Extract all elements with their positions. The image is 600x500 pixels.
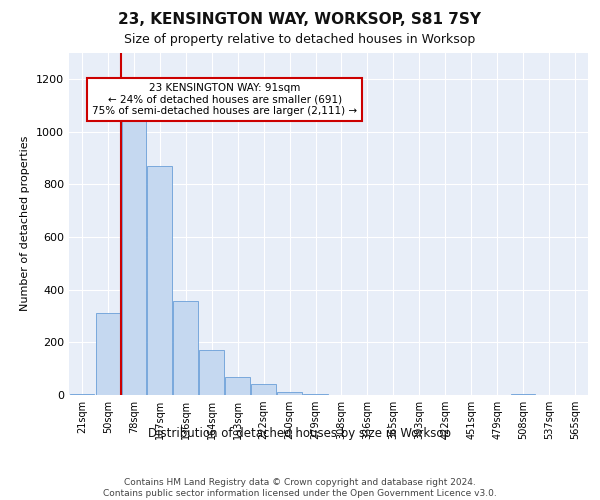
Bar xyxy=(303,394,328,395)
Text: Contains HM Land Registry data © Crown copyright and database right 2024.
Contai: Contains HM Land Registry data © Crown c… xyxy=(103,478,497,498)
Bar xyxy=(511,394,535,395)
Bar xyxy=(70,394,94,395)
Bar xyxy=(226,376,250,395)
Text: 23, KENSINGTON WAY, WORKSOP, S81 7SY: 23, KENSINGTON WAY, WORKSOP, S81 7SY xyxy=(119,12,482,28)
Y-axis label: Number of detached properties: Number of detached properties xyxy=(20,136,31,312)
Bar xyxy=(148,166,172,395)
Bar xyxy=(173,302,198,395)
Bar xyxy=(199,350,224,395)
Text: 23 KENSINGTON WAY: 91sqm
← 24% of detached houses are smaller (691)
75% of semi-: 23 KENSINGTON WAY: 91sqm ← 24% of detach… xyxy=(92,83,357,116)
Bar xyxy=(251,384,276,395)
Bar xyxy=(95,314,120,395)
Text: Size of property relative to detached houses in Worksop: Size of property relative to detached ho… xyxy=(124,32,476,46)
Bar xyxy=(277,392,302,395)
Bar xyxy=(122,90,146,395)
Text: Distribution of detached houses by size in Worksop: Distribution of detached houses by size … xyxy=(149,428,452,440)
